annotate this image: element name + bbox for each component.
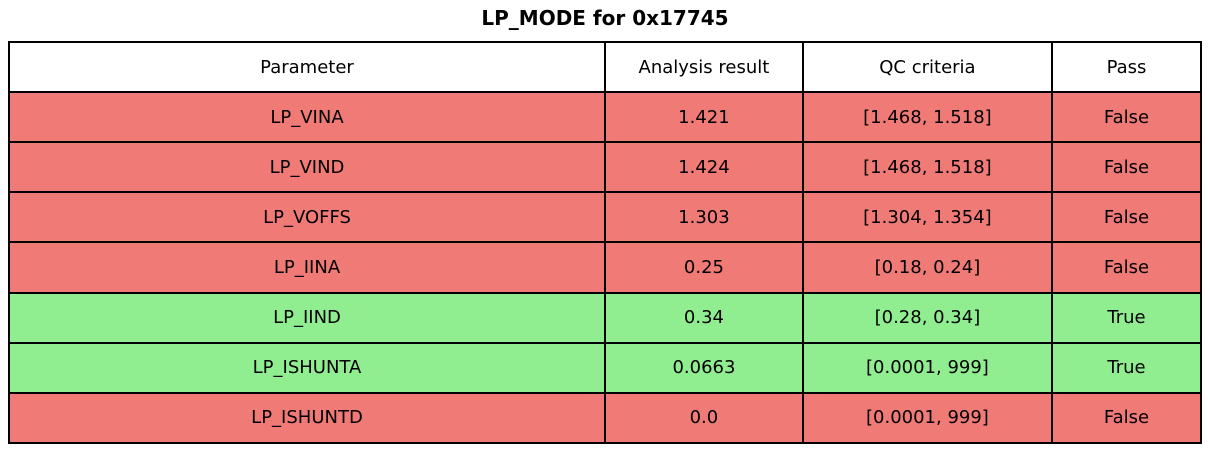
criteria-cell: [0.0001, 999]	[801, 341, 1053, 394]
result-cell: 0.25	[604, 241, 804, 294]
table-body: LP_VINA 1.421 [1.468, 1.518] False LP_VIND 1.…	[8, 90, 1203, 445]
result-cell: 0.0663	[604, 341, 804, 394]
parameter-cell: LP_VOFFS	[8, 191, 606, 244]
criteria-cell: [0.28, 0.34]	[801, 291, 1053, 344]
table-row: LP_VINA 1.421 [1.468, 1.518] False	[8, 90, 1203, 144]
result-cell: 0.34	[604, 291, 804, 344]
table-row: LP_VIND 1.424 [1.468, 1.518] False	[8, 141, 1203, 194]
criteria-cell: [1.304, 1.354]	[801, 191, 1053, 244]
table-row: LP_ISHUNTA 0.0663 [0.0001, 999] True	[8, 341, 1203, 394]
pass-cell: False	[1050, 191, 1203, 244]
result-cell: 1.421	[604, 90, 804, 144]
table-row: LP_IINA 0.25 [0.18, 0.24] False	[8, 241, 1203, 294]
pass-cell: True	[1050, 341, 1203, 394]
table-header: Parameter Analysis result QC criteria Pa…	[8, 41, 1203, 93]
result-cell: 1.303	[604, 191, 804, 244]
parameter-cell: LP_IINA	[8, 241, 606, 294]
parameter-cell: LP_ISHUNTA	[8, 341, 606, 394]
parameter-cell: LP_ISHUNTD	[8, 391, 606, 445]
pass-cell: False	[1050, 90, 1203, 144]
figure-title: LP_MODE for 0x17745	[481, 6, 729, 30]
criteria-cell: [0.18, 0.24]	[801, 241, 1053, 294]
table-row: LP_VOFFS 1.303 [1.304, 1.354] False	[8, 191, 1203, 244]
table-row: LP_ISHUNTD 0.0 [0.0001, 999] False	[8, 391, 1203, 445]
parameter-cell: LP_VINA	[8, 90, 606, 144]
qc-results-table: Parameter Analysis result QC criteria Pa…	[8, 41, 1203, 445]
parameter-cell: LP_VIND	[8, 141, 606, 194]
header-pass: Pass	[1050, 41, 1203, 93]
pass-cell: False	[1050, 391, 1203, 445]
header-analysis-result: Analysis result	[604, 41, 804, 93]
criteria-cell: [1.468, 1.518]	[801, 90, 1053, 144]
header-qc-criteria: QC criteria	[801, 41, 1053, 93]
criteria-cell: [1.468, 1.518]	[801, 141, 1053, 194]
pass-cell: True	[1050, 291, 1203, 344]
result-cell: 1.424	[604, 141, 804, 194]
pass-cell: False	[1050, 141, 1203, 194]
parameter-cell: LP_IIND	[8, 291, 606, 344]
table-row: LP_IIND 0.34 [0.28, 0.34] True	[8, 291, 1203, 344]
header-row: Parameter Analysis result QC criteria Pa…	[8, 41, 1203, 93]
header-parameter: Parameter	[8, 41, 606, 93]
criteria-cell: [0.0001, 999]	[801, 391, 1053, 445]
pass-cell: False	[1050, 241, 1203, 294]
result-cell: 0.0	[604, 391, 804, 445]
